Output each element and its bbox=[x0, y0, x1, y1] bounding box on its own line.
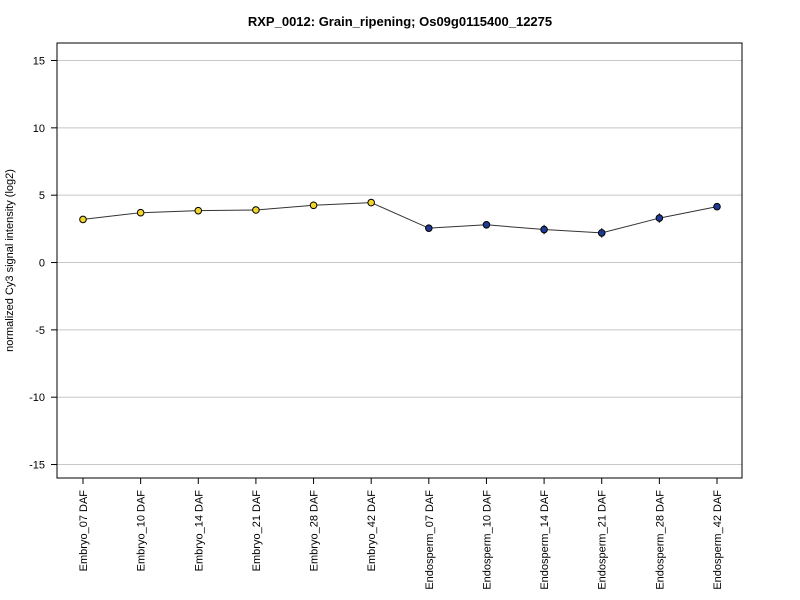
chart-title: RXP_0012: Grain_ripening; Os09g0115400_1… bbox=[248, 14, 552, 29]
y-tick-label: 15 bbox=[33, 56, 45, 68]
series-line bbox=[82, 202, 718, 234]
data-point bbox=[309, 201, 318, 210]
data-point bbox=[482, 221, 491, 229]
x-tick-label: Endosperm_14 DAF bbox=[539, 490, 551, 590]
data-point bbox=[713, 202, 721, 211]
data-point bbox=[136, 208, 145, 217]
x-tick-label: Embryo_42 DAF bbox=[366, 490, 378, 572]
data-point bbox=[597, 229, 606, 237]
gridlines bbox=[57, 60, 742, 466]
y-tick-label: 5 bbox=[39, 190, 45, 202]
y-axis-ticks: -15 -10 -5 0 5 10 15 bbox=[29, 56, 57, 472]
data-series bbox=[79, 198, 721, 238]
x-tick-label: Endosperm_10 DAF bbox=[481, 490, 493, 590]
data-point bbox=[367, 198, 375, 207]
x-axis-ticks: Embryo_07 DAF Embryo_10 DAF Embryo_14 DAF E… bbox=[78, 478, 724, 590]
y-axis-label: normalized Cy3 signal intensity (log2) bbox=[4, 169, 16, 352]
y-tick-label: -15 bbox=[29, 460, 45, 472]
y-tick-label: 10 bbox=[33, 123, 45, 135]
data-point bbox=[194, 206, 203, 215]
data-point bbox=[252, 206, 260, 214]
x-tick-label: Embryo_21 DAF bbox=[251, 490, 263, 572]
x-tick-label: Endosperm_21 DAF bbox=[597, 490, 609, 590]
x-tick-label: Endosperm_28 DAF bbox=[654, 490, 666, 590]
x-tick-label: Embryo_07 DAF bbox=[78, 490, 90, 572]
y-tick-label: -5 bbox=[35, 325, 45, 337]
x-tick-label: Embryo_28 DAF bbox=[309, 490, 321, 572]
data-point bbox=[425, 224, 433, 232]
plot-frame bbox=[56, 42, 743, 479]
data-point bbox=[79, 215, 87, 224]
data-point bbox=[540, 225, 548, 234]
x-tick-label: Endosperm_07 DAF bbox=[424, 490, 436, 590]
x-tick-label: Embryo_10 DAF bbox=[136, 490, 148, 572]
y-tick-label: 0 bbox=[39, 258, 45, 270]
x-tick-label: Endosperm_42 DAF bbox=[712, 490, 724, 590]
x-tick-label: Embryo_14 DAF bbox=[193, 490, 205, 572]
y-tick-label: -10 bbox=[29, 392, 45, 404]
data-point bbox=[655, 214, 664, 222]
